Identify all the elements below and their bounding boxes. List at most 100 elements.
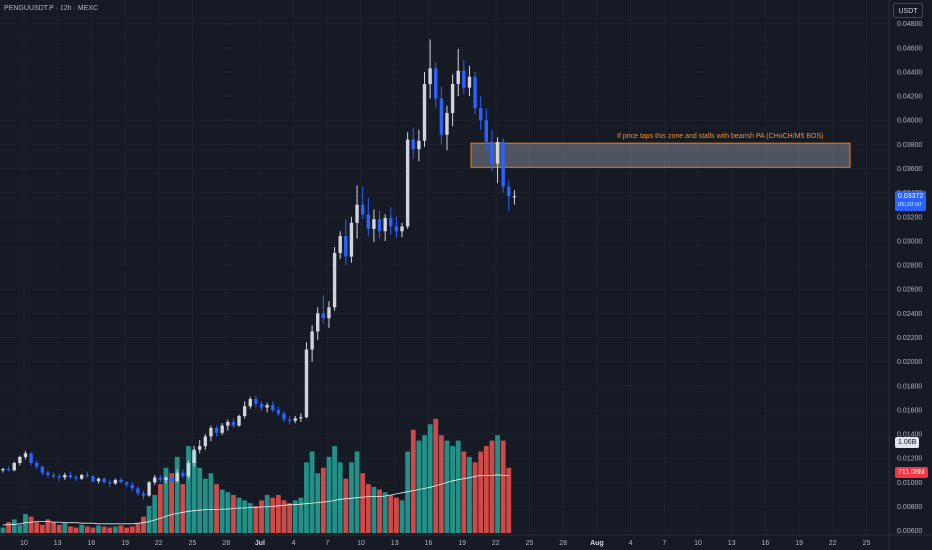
volume-bar xyxy=(388,494,394,533)
volume-bar xyxy=(152,494,158,533)
price-tick-label: 0.04000 xyxy=(897,118,922,125)
volume-bar xyxy=(163,467,169,533)
candle-body xyxy=(344,236,348,257)
symbol-title[interactable]: PENGUUSDT.P · 12h · MEXC xyxy=(4,5,99,12)
volume-bar xyxy=(416,440,422,533)
volume-bar xyxy=(225,492,231,533)
price-tick-label: 0.01600 xyxy=(897,407,922,414)
volume-bar xyxy=(62,523,68,533)
price-tick-label: 0.03600 xyxy=(897,166,922,173)
volume-bar xyxy=(90,527,96,533)
candle-body xyxy=(46,472,50,476)
volume-bar xyxy=(180,484,186,533)
volume-bar xyxy=(489,440,495,533)
candle-body xyxy=(124,482,129,485)
candle-body xyxy=(237,415,241,426)
candle-body xyxy=(158,477,163,480)
volume-bar xyxy=(467,456,472,533)
last-price-value: 0.03372 xyxy=(898,193,924,200)
volume-bar xyxy=(141,516,146,533)
candle-body xyxy=(310,331,314,350)
supply-zone-rectangle[interactable] xyxy=(470,142,851,168)
volume-bar xyxy=(281,500,287,533)
volume-bars xyxy=(0,418,512,533)
candle-body xyxy=(29,453,33,463)
volume-bar xyxy=(146,505,152,533)
candle-body xyxy=(405,139,410,227)
date-tick-label: 4 xyxy=(292,540,296,547)
candle-body xyxy=(119,479,123,483)
candle-body xyxy=(186,463,191,477)
price-tick-label: 0.04400 xyxy=(897,69,922,76)
date-tick-label: 25 xyxy=(863,540,871,547)
volume-ma-line xyxy=(3,474,509,526)
candle-body xyxy=(293,418,297,421)
candle-body xyxy=(389,218,393,227)
volume-bar xyxy=(84,526,90,533)
volume-bar xyxy=(315,473,321,533)
volume-bar xyxy=(191,451,197,533)
date-tick-label: 19 xyxy=(795,540,803,547)
volume-bar xyxy=(450,446,455,533)
candle-body xyxy=(484,120,489,142)
price-tick-label: 0.03800 xyxy=(897,142,922,149)
volume-bar xyxy=(96,525,101,533)
time-axis[interactable]: 10 13 16 19 22 25 28 Jul 4 7 10 13 16 19 22 25 28 Aug 4 7 10… xyxy=(0,534,932,547)
candle-body xyxy=(428,68,432,85)
volume-bar xyxy=(135,523,141,533)
candle-body xyxy=(366,214,370,229)
price-tick-label: 0.02600 xyxy=(897,287,922,294)
volume-bar xyxy=(214,484,219,533)
volume-bar xyxy=(287,503,293,533)
volume-bar xyxy=(264,494,270,533)
candle-body xyxy=(265,405,269,408)
volume-bar xyxy=(219,489,225,533)
volume-bar xyxy=(332,446,337,533)
date-tick-label: 28 xyxy=(559,540,567,547)
volume-bar xyxy=(326,456,332,533)
candle-body xyxy=(276,409,281,414)
volume-bar xyxy=(56,524,62,533)
candle-body xyxy=(85,475,89,477)
currency-selector[interactable]: USDT xyxy=(893,3,923,18)
volume-bar xyxy=(337,462,343,533)
volume-bar xyxy=(17,524,23,533)
date-tick-label: 16 xyxy=(88,540,96,547)
candle-body xyxy=(102,478,106,483)
candle-body xyxy=(299,417,303,419)
volume-bar xyxy=(354,451,360,533)
zone-layer[interactable]: If price taps this zone and stalls with … xyxy=(470,133,851,168)
volume-bar xyxy=(377,489,382,533)
volume-bar xyxy=(129,526,135,533)
candle-body xyxy=(74,477,78,479)
candle-body xyxy=(164,477,168,480)
candle-body xyxy=(35,463,39,467)
volume-bar xyxy=(483,446,489,533)
volume-bar xyxy=(51,522,56,533)
candle-body xyxy=(23,453,28,457)
candle-body xyxy=(316,313,320,332)
volume-bar xyxy=(253,505,259,533)
candle-body xyxy=(332,253,337,308)
volume-bar xyxy=(360,473,366,533)
candle-body xyxy=(113,479,118,484)
volume-bar xyxy=(11,519,17,533)
candle-body xyxy=(147,482,151,496)
price-tick-label: 0.01800 xyxy=(897,383,922,390)
volume-bar xyxy=(157,484,163,533)
date-tick-label: 7 xyxy=(325,540,329,547)
volume-bar xyxy=(68,526,73,533)
volume-bar xyxy=(433,418,439,533)
candle-body xyxy=(321,313,326,319)
volume-bar xyxy=(399,500,405,533)
last-price-tag: 0.03372 05:20:50 xyxy=(895,191,927,211)
volume-bar xyxy=(34,522,40,533)
candle-body xyxy=(507,186,511,197)
candle-body xyxy=(242,406,247,416)
price-axis[interactable]: 0.04800 0.04600 0.04400 0.04200 0.04000 0.038… xyxy=(888,0,922,550)
candle-body xyxy=(91,476,95,482)
candle-body xyxy=(198,446,202,450)
candle-body xyxy=(456,70,460,85)
